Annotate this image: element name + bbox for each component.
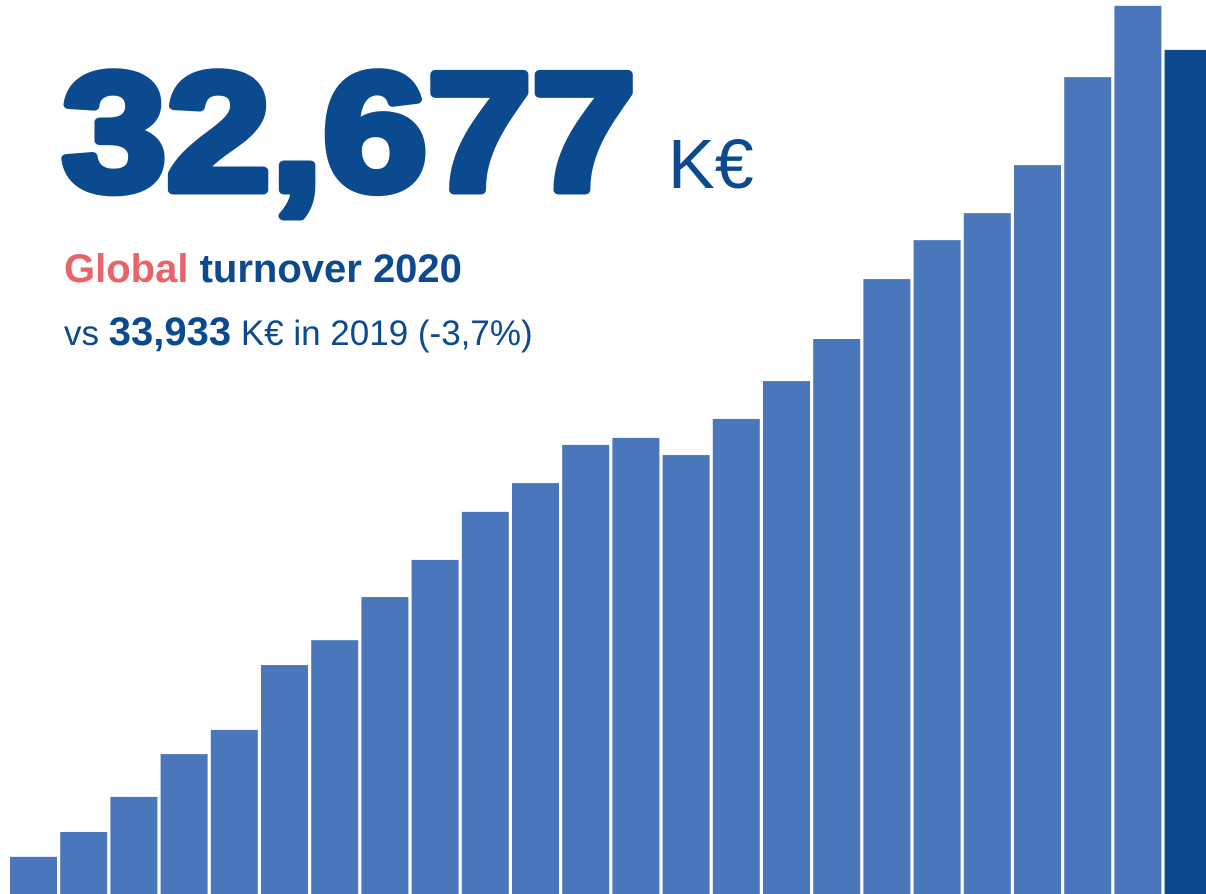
bar <box>612 437 660 894</box>
bar <box>311 640 359 894</box>
bar <box>662 455 710 894</box>
bar <box>963 213 1011 894</box>
bar <box>60 831 108 894</box>
bar <box>813 339 861 894</box>
bar <box>110 796 158 894</box>
bar <box>461 511 509 894</box>
comparison-prefix: vs <box>64 314 99 353</box>
headline-unit: K€ <box>668 125 754 203</box>
bar <box>562 444 610 894</box>
comparison-suffix: K€ in 2019 (-3,7%) <box>241 314 533 353</box>
bar <box>1114 5 1162 894</box>
bar <box>1164 49 1206 894</box>
subtitle-rest: turnover 2020 <box>200 247 462 291</box>
bar <box>210 729 258 894</box>
bars <box>10 5 1206 894</box>
bar <box>261 665 308 894</box>
subtitle: Global turnover 2020 <box>64 247 462 291</box>
subtitle-highlight: Global <box>64 247 188 291</box>
bar <box>913 240 961 894</box>
bar <box>863 279 911 894</box>
headline-value: 32,677 <box>62 38 636 226</box>
bar <box>10 856 57 894</box>
comparison: vs 33,933 K€ in 2019 (-3,7%) <box>64 310 533 354</box>
bar <box>512 483 559 894</box>
bar <box>361 597 409 894</box>
bar <box>411 559 459 894</box>
bar <box>160 754 208 894</box>
bar <box>1014 165 1061 894</box>
bar <box>1064 77 1112 894</box>
bar <box>763 381 810 894</box>
comparison-value: 33,933 <box>109 310 231 354</box>
bar <box>712 418 760 894</box>
